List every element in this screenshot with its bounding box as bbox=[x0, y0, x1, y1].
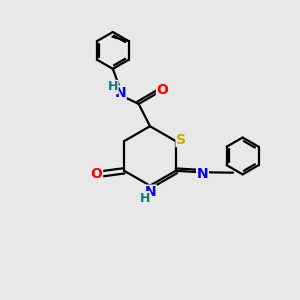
Text: O: O bbox=[91, 167, 103, 181]
Text: H: H bbox=[108, 80, 118, 94]
Text: N: N bbox=[197, 167, 208, 181]
Text: O: O bbox=[157, 83, 168, 97]
Text: N: N bbox=[115, 86, 126, 100]
Text: H: H bbox=[140, 192, 150, 205]
Text: N: N bbox=[145, 185, 156, 199]
Text: S: S bbox=[176, 133, 186, 147]
